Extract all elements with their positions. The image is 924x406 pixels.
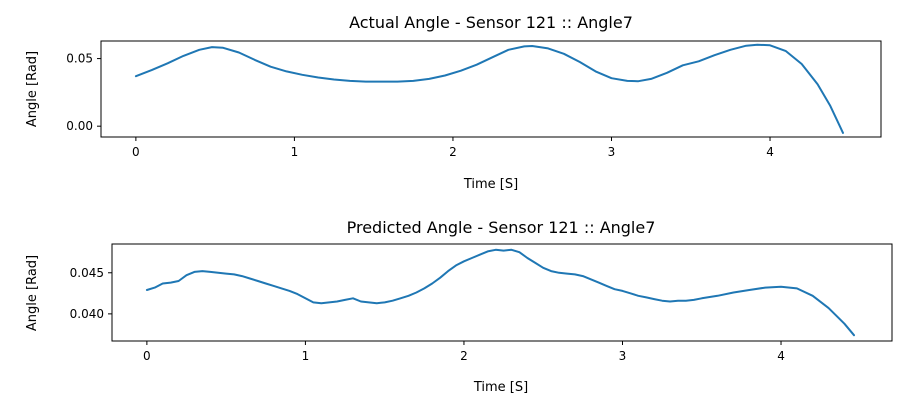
x-tick-label: 1	[291, 145, 299, 159]
y-axis: 0.040 0.045	[70, 266, 112, 321]
y-axis: 0.00 0.05	[66, 52, 101, 133]
x-tick-label: 2	[460, 349, 468, 363]
x-axis: 0 1 2 3 4	[132, 137, 774, 159]
y-tick-label: 0.045	[70, 266, 104, 280]
x-tick-label: 2	[449, 145, 457, 159]
x-tick-label: 3	[608, 145, 616, 159]
x-tick-label: 3	[619, 349, 627, 363]
y-tick-label: 0.00	[66, 119, 93, 133]
plot-frame	[111, 243, 893, 342]
x-tick-label: 0	[143, 349, 151, 363]
x-tick-label: 4	[777, 349, 785, 363]
y-axis-label: Angle [Rad]	[25, 255, 40, 331]
series-line	[145, 248, 855, 337]
line-layer	[145, 248, 855, 337]
y-tick-label: 0.040	[70, 307, 104, 321]
actual-angle-chart: Actual Angle - Sensor 121 :: Angle7 0 1 2 3…	[25, 13, 882, 192]
plot-frame	[100, 40, 882, 138]
predicted-angle-chart: Predicted Angle - Sensor 121 :: Angle7 0…	[25, 218, 893, 395]
x-tick-label: 0	[132, 145, 140, 159]
x-axis-label: Time [S]	[473, 380, 528, 395]
y-tick-label: 0.05	[66, 52, 93, 66]
chart-title: Predicted Angle - Sensor 121 :: Angle7	[347, 218, 656, 237]
series-line	[134, 43, 844, 134]
x-axis-label: Time [S]	[463, 177, 518, 192]
line-layer	[134, 43, 844, 134]
chart-title: Actual Angle - Sensor 121 :: Angle7	[349, 13, 633, 32]
x-tick-label: 4	[766, 145, 774, 159]
x-axis: 0 1 2 3 4	[143, 341, 785, 363]
x-tick-label: 1	[302, 349, 310, 363]
y-axis-label: Angle [Rad]	[25, 51, 40, 127]
